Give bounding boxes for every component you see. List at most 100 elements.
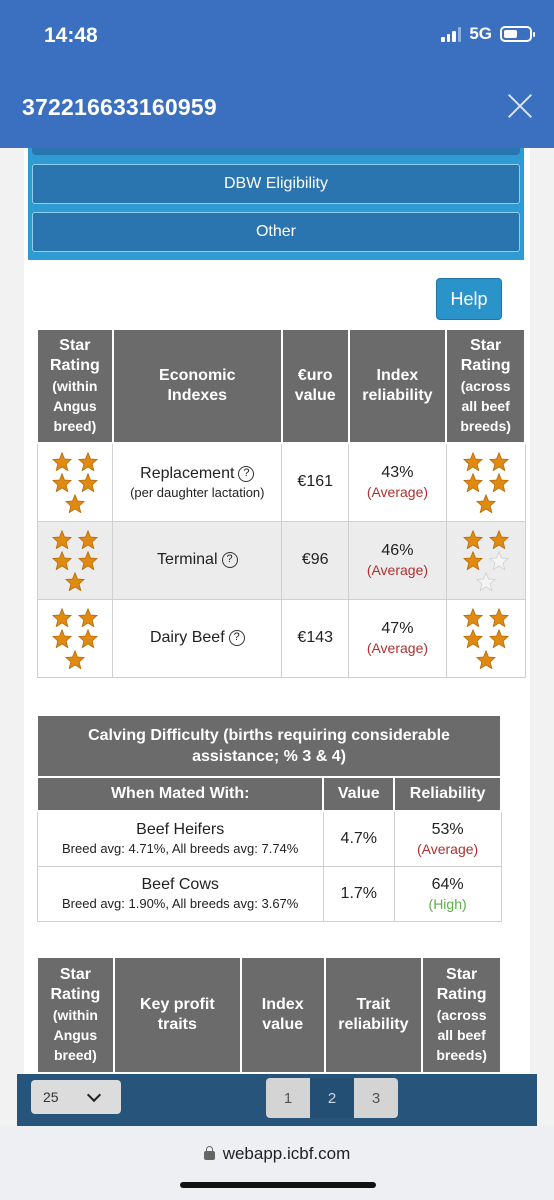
status-indicators: 5G [441, 24, 535, 44]
main-content: DBW Eligibility Other Help Star Rating (… [24, 148, 530, 1074]
reliability-value: 46% [381, 542, 414, 559]
star-filled-icon [462, 628, 483, 648]
star-filled-icon [51, 550, 72, 570]
star-empty-icon [475, 571, 496, 591]
col-star-within: Star Rating (within Angus breed) [36, 956, 115, 1074]
star-filled-icon [64, 493, 85, 513]
star-filled-icon [51, 628, 72, 648]
status-time: 14:48 [44, 24, 98, 47]
col-star-within: Star Rating (within Angus breed) [36, 328, 114, 444]
star-rating-within [50, 529, 100, 591]
col-trait-reliability: Trait reliability [323, 956, 424, 1074]
star-filled-icon [77, 628, 98, 648]
star-filled-icon [488, 607, 509, 627]
reliability-value: 53% [431, 820, 464, 838]
euro-value: €143 [281, 598, 350, 678]
help-circle-icon[interactable]: ? [221, 552, 238, 568]
col-economic-indexes: Economic Indexes [111, 328, 283, 444]
reliability-label: (Average) [416, 840, 479, 857]
page-title: 372216633160959 [22, 94, 217, 120]
help-circle-icon[interactable]: ? [238, 465, 255, 482]
euro-value: €161 [281, 442, 350, 522]
battery-icon [500, 26, 535, 42]
url-bar[interactable]: webapp.icbf.com [0, 1144, 554, 1164]
col-index-value: Index value [239, 956, 326, 1074]
calving-caption: Calving Difficulty (births requiring con… [36, 714, 502, 778]
col-euro-value: €uro value [280, 328, 350, 444]
col-mated-with: When Mated With: [35, 776, 325, 812]
star-filled-icon [462, 472, 483, 492]
page-button-3[interactable]: 3 [354, 1078, 398, 1118]
breed-avg: Breed avg: 1.90%, All breeds avg: 3.67% [62, 896, 299, 911]
star-filled-icon [488, 628, 509, 648]
star-rating-within [50, 607, 100, 669]
signal-icon [441, 26, 462, 42]
index-name: Dairy Beef [149, 629, 225, 646]
url-text: webapp.icbf.com [222, 1144, 351, 1163]
star-filled-icon [462, 529, 483, 549]
breed-avg: Breed avg: 4.71%, All breeds avg: 7.74% [62, 841, 299, 857]
economic-index-table: Star Rating (within Angus breed) Economi… [36, 328, 526, 678]
reliability-value: 43% [381, 464, 414, 482]
col-index-reliability: Index reliability [347, 328, 448, 444]
star-filled-icon [488, 472, 509, 492]
close-icon[interactable] [506, 92, 534, 120]
euro-value: €96 [281, 520, 350, 600]
index-name: Terminal [157, 551, 218, 568]
dbw-eligibility-button[interactable]: DBW Eligibility [32, 164, 520, 204]
star-filled-icon [64, 649, 85, 669]
star-filled-icon [51, 607, 72, 627]
help-circle-icon[interactable]: ? [228, 630, 245, 646]
menu-item-partial[interactable] [32, 148, 520, 155]
star-filled-icon [462, 451, 483, 471]
table-row: Terminal? €96 46% (Average) [36, 520, 526, 600]
page-button-2[interactable]: 2 [310, 1078, 354, 1118]
reliability-label: (High) [428, 895, 467, 912]
page-size-select[interactable]: 25 [31, 1080, 121, 1114]
star-filled-icon [488, 451, 509, 471]
table-row: Beef Cows Breed avg: 1.90%, All breeds a… [36, 865, 502, 922]
star-empty-icon [488, 550, 509, 570]
star-filled-icon [51, 529, 72, 549]
reliability-label: (Average) [366, 640, 429, 656]
calving-value: 4.7% [322, 810, 395, 867]
star-filled-icon [475, 493, 496, 513]
star-rating-across [461, 607, 511, 669]
other-button[interactable]: Other [32, 212, 520, 252]
chevron-down-icon [86, 1087, 102, 1103]
col-key-profit-traits: Key profit traits [112, 956, 242, 1074]
reliability-label: (Average) [366, 562, 429, 578]
reliability-value: 64% [431, 875, 464, 893]
calving-difficulty-table: Calving Difficulty (births requiring con… [35, 714, 502, 922]
menu-block: DBW Eligibility Other [28, 148, 524, 260]
col-reliability: Reliability [393, 776, 502, 812]
col-star-across: Star Rating (across all beef breeds) [445, 328, 526, 444]
table-row: Beef Heifers Breed avg: 4.71%, All breed… [36, 810, 502, 867]
star-filled-icon [77, 472, 98, 492]
home-indicator[interactable] [180, 1182, 376, 1188]
star-filled-icon [475, 649, 496, 669]
table-row: Dairy Beef? €143 47% (Average) [36, 598, 526, 678]
page-button-1[interactable]: 1 [266, 1078, 310, 1118]
star-filled-icon [77, 607, 98, 627]
star-rating-across [461, 451, 511, 513]
col-value: Value [322, 776, 396, 812]
star-filled-icon [77, 550, 98, 570]
table-row: Replacement? (per daughter lactation) €1… [36, 442, 526, 522]
help-button[interactable]: Help [436, 278, 502, 320]
index-sub: (per daughter lactation) [130, 484, 265, 500]
star-filled-icon [51, 472, 72, 492]
reliability-label: (Average) [366, 484, 429, 501]
pagination-bar: 25 1 2 3 [17, 1074, 537, 1126]
lock-icon [203, 1146, 215, 1160]
star-filled-icon [462, 550, 483, 570]
key-profit-traits-table: Star Rating (within Angus breed) Key pro… [36, 956, 502, 1074]
star-rating-across [461, 529, 511, 591]
mated-with-name: Beef Heifers [136, 821, 225, 839]
calving-value: 1.7% [322, 865, 395, 922]
network-label: 5G [469, 24, 492, 43]
page-size-value: 25 [43, 1089, 59, 1105]
col-star-across: Star Rating (across all beef breeds) [421, 956, 502, 1074]
index-name: Replacement [140, 464, 235, 482]
star-filled-icon [51, 451, 72, 471]
